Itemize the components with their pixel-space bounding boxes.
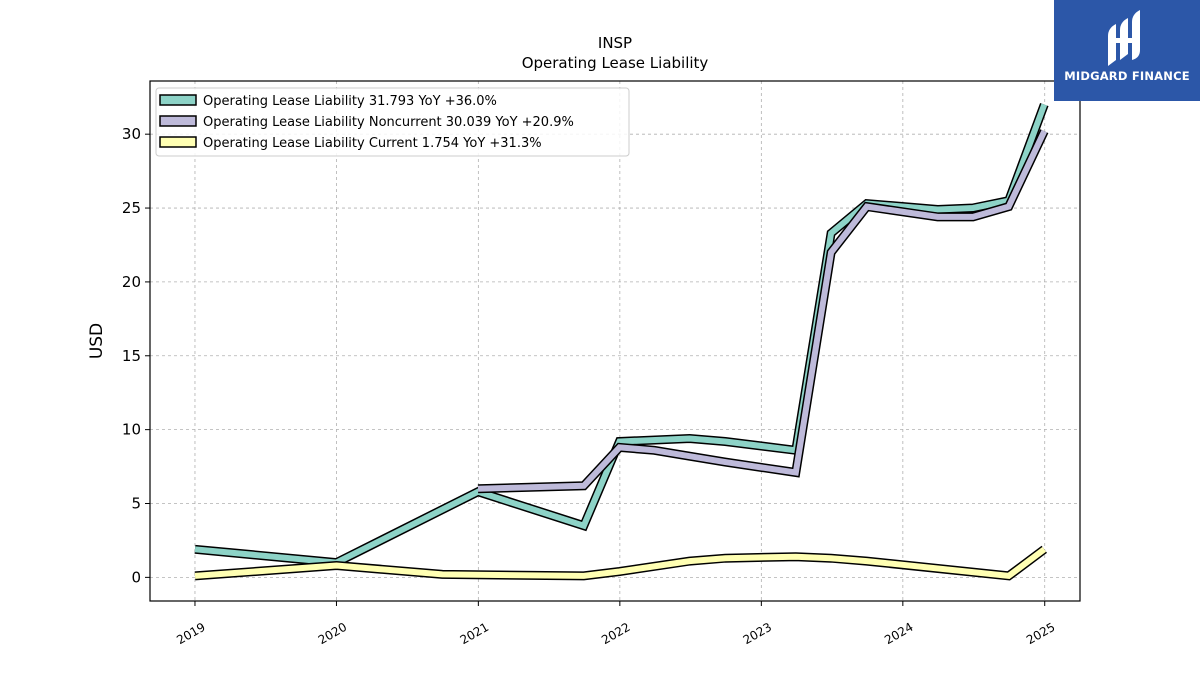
series-line bbox=[194, 103, 1049, 568]
logo-mark-icon bbox=[1108, 10, 1140, 66]
legend: Operating Lease Liability 31.793 YoY +36… bbox=[155, 87, 630, 157]
y-axis: 0 5 10 15 20 25 30 bbox=[122, 125, 150, 586]
y-tick-label: 10 bbox=[122, 421, 141, 439]
y-tick-label: 0 bbox=[131, 568, 141, 586]
y-tick-label: 25 bbox=[122, 199, 141, 217]
x-tick-label: 2020 bbox=[316, 620, 349, 647]
y-tick-label: 30 bbox=[122, 125, 141, 143]
x-tick-label: 2025 bbox=[1024, 620, 1057, 647]
legend-box bbox=[155, 87, 630, 157]
series-stroke bbox=[194, 546, 1047, 580]
brand-name: MIDGARD FINANCE bbox=[1064, 69, 1190, 83]
legend-swatch bbox=[159, 115, 197, 127]
x-axis: 2019 2020 2021 2022 2023 2024 2025 bbox=[174, 601, 1057, 647]
legend-item: Operating Lease Liability Current 1.754 … bbox=[159, 136, 542, 151]
chart-title: INSP bbox=[598, 34, 632, 52]
series-line bbox=[194, 545, 1047, 581]
grid bbox=[150, 81, 1080, 601]
chart-subtitle: Operating Lease Liability bbox=[522, 54, 709, 72]
series-stroke bbox=[194, 103, 1048, 566]
legend-swatch bbox=[159, 136, 197, 148]
series-line bbox=[477, 129, 1049, 494]
legend-item: Operating Lease Liability Noncurrent 30.… bbox=[159, 115, 574, 130]
series-lines bbox=[194, 103, 1049, 581]
series-stroke bbox=[477, 129, 1048, 492]
x-tick-label: 2024 bbox=[882, 620, 915, 647]
legend-item: Operating Lease Liability 31.793 YoY +36… bbox=[159, 94, 497, 109]
legend-label: Operating Lease Liability Noncurrent 30.… bbox=[203, 115, 574, 130]
legend-label: Operating Lease Liability Current 1.754 … bbox=[203, 136, 542, 151]
plot-frame bbox=[149, 80, 1081, 602]
x-tick-label: 2019 bbox=[174, 620, 207, 647]
legend-swatch bbox=[159, 94, 197, 106]
y-tick-label: 5 bbox=[131, 495, 141, 513]
x-tick-label: 2021 bbox=[458, 620, 491, 647]
y-tick-label: 15 bbox=[122, 347, 141, 365]
legend-label: Operating Lease Liability 31.793 YoY +36… bbox=[203, 94, 497, 109]
brand-logo: MIDGARD FINANCE bbox=[1054, 0, 1200, 101]
y-axis-label: USD bbox=[87, 323, 107, 359]
x-tick-label: 2022 bbox=[599, 620, 632, 647]
x-tick-label: 2023 bbox=[741, 620, 774, 647]
y-tick-label: 20 bbox=[122, 273, 141, 291]
